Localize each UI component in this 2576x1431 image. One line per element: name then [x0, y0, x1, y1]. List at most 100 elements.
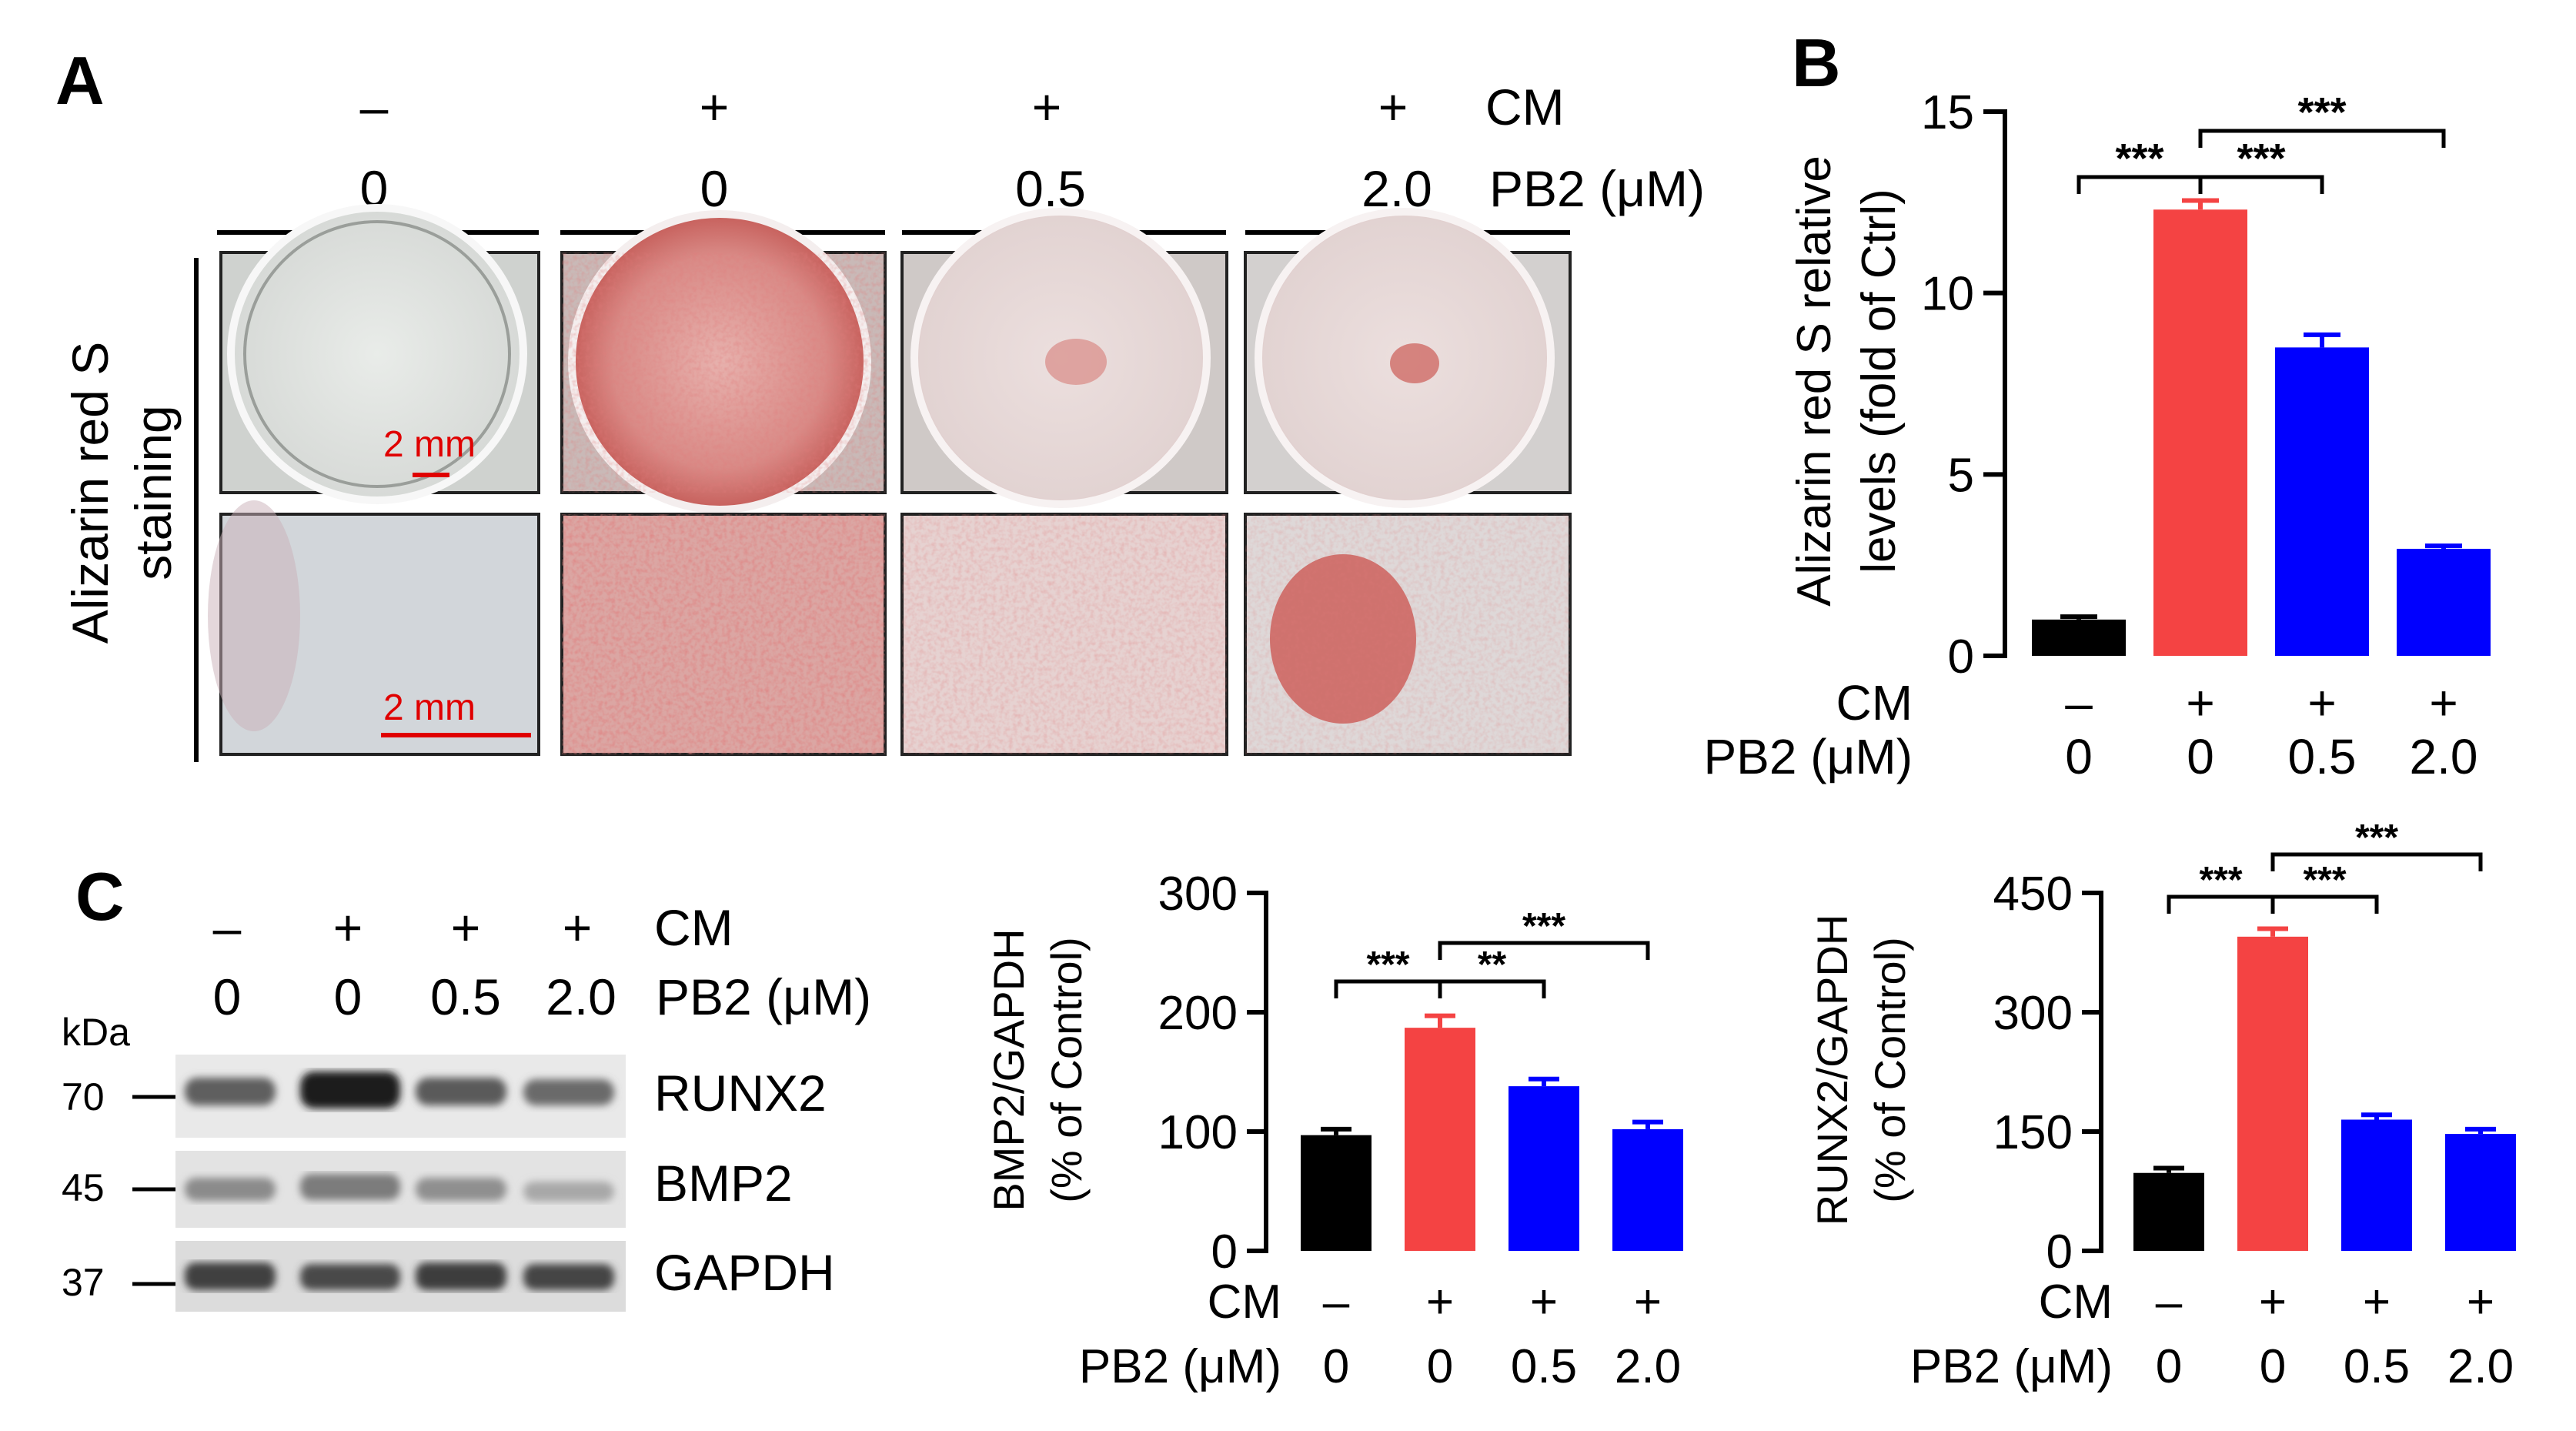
cm-row-value: +: [1634, 1276, 1662, 1329]
y-axis-label: (% of Control): [1866, 937, 1914, 1202]
bar: [2153, 209, 2247, 656]
panel-a-pb2-value: 0: [700, 160, 729, 217]
micrograph-3: [900, 513, 1228, 756]
panel-letter-a: A: [55, 42, 105, 119]
y-axis-label: RUNX2/GAPDH: [1808, 914, 1856, 1226]
significance-bracket: [1438, 941, 1650, 960]
pb2-row-value: 0.5: [2288, 729, 2357, 784]
cm-row-value: +: [2186, 675, 2214, 731]
significance-bracket: [2270, 852, 2483, 871]
cm-row-value: –: [1323, 1276, 1350, 1329]
pb2-row-value: 0: [2065, 729, 2093, 784]
significance-stars: ***: [2297, 89, 2346, 135]
panel-a-cm-value: +: [1378, 79, 1408, 135]
dish-photo-1: [219, 204, 540, 504]
micrograph-2: [560, 513, 887, 756]
pb2-row-value: 0: [2187, 729, 2214, 784]
blot-cm-row: – + + + CM: [213, 899, 733, 956]
blot-marker-label: 45: [62, 1166, 105, 1209]
blot-kda-label: kDa: [62, 1011, 130, 1054]
scale-bar-label-bottom: 2 mm: [383, 687, 476, 728]
bar: [1509, 1086, 1579, 1251]
cm-row-value: –: [2156, 1276, 2183, 1329]
panel-a-cm-value: +: [700, 79, 730, 135]
blot-protein-label: RUNX2: [654, 1065, 827, 1122]
pb2-row-label: PB2 (μM): [1910, 1340, 2113, 1393]
panel-a-cm-label: CM: [1485, 79, 1565, 135]
pb2-row-value: 0: [1427, 1340, 1453, 1393]
pb2-row-value: 0.5: [1511, 1340, 1577, 1393]
pb2-row-value: 0: [2156, 1340, 2182, 1393]
dish-photo-3: [900, 208, 1228, 508]
panel-a-pb2-value: 2.0: [1362, 160, 1432, 217]
panel-a-row-label: Alizarin red S: [62, 342, 119, 644]
blot-protein-label: GAPDH: [654, 1244, 835, 1301]
blot-pb2-label: PB2 (μM): [656, 968, 871, 1025]
bar: [2341, 1119, 2412, 1251]
blot-strip-gapdh: [175, 1241, 626, 1312]
y-tick-label: 300: [1158, 868, 1238, 921]
pb2-row-value: 2.0: [1615, 1340, 1681, 1393]
micrograph-1: [208, 500, 540, 756]
panel-a-pb2-value: 0.5: [1015, 160, 1086, 217]
bar: [2032, 619, 2126, 656]
significance-stars: ***: [2355, 817, 2398, 858]
blot-pb2-value: 0: [334, 968, 363, 1025]
panel-a-cm-value: +: [1032, 79, 1062, 135]
cm-row-value: –: [2065, 675, 2093, 731]
pb2-row-label: PB2 (μM): [1079, 1340, 1281, 1393]
panel-a-cm-row: – + + + CM: [360, 79, 1565, 135]
panel-letter-b: B: [1792, 25, 1841, 101]
cm-row-label: CM: [1208, 1276, 1281, 1329]
cm-row-value: +: [1530, 1276, 1558, 1329]
significance-bracket: [2198, 175, 2324, 194]
blot-cm-value: +: [563, 899, 593, 956]
cm-row-value: +: [2307, 675, 2336, 731]
panel-a-row-label: staining: [125, 405, 182, 580]
scale-bar-label-top: 2 mm: [383, 424, 476, 465]
y-tick-label: 200: [1158, 987, 1238, 1040]
panel-a-pb2-row: 0 0 0.5 2.0 PB2 (μM): [360, 160, 1705, 217]
y-axis-label: BMP2/GAPDH: [984, 928, 1033, 1211]
y-tick-label: 150: [1993, 1106, 2073, 1159]
blot-strip-runx2: [175, 1055, 626, 1138]
significance-stars: ***: [1522, 906, 1565, 947]
y-tick-label: 100: [1158, 1106, 1238, 1159]
panel-letter-c: C: [75, 858, 125, 934]
panel-a-cm-value: –: [360, 79, 389, 135]
chart-B: 0 5 10 15 Alizarin red S relative levels (fol…: [1703, 86, 2491, 784]
bar: [1405, 1028, 1475, 1251]
significance-bracket: [1438, 979, 1546, 998]
blot-marker-label: 37: [62, 1261, 105, 1304]
significance-stars: ***: [2303, 860, 2346, 901]
blot-cm-label: CM: [654, 899, 733, 956]
dish-photo-2: [560, 210, 887, 513]
blot-cm-value: +: [451, 899, 481, 956]
bar: [2445, 1134, 2516, 1251]
blot-pb2-row: 0 0 0.5 2.0 PB2 (μM): [213, 968, 871, 1025]
y-axis-label: Alizarin red S relative: [1788, 155, 1841, 607]
pb2-row-value: 0: [2260, 1340, 2286, 1393]
pb2-row-value: 2.0: [2447, 1340, 2514, 1393]
y-axis-label: levels (fold of Ctrl): [1853, 189, 1906, 573]
panel-a-pb2-label: PB2 (μM): [1489, 160, 1705, 217]
bar: [2275, 347, 2369, 656]
pb2-row-value: 2.0: [2410, 729, 2478, 784]
significance-stars: ***: [1366, 945, 1409, 985]
blot-pb2-value: 0.5: [430, 968, 501, 1025]
cm-row-value: +: [2429, 675, 2457, 731]
chart-C-RUNX2: 0 150 300 450 RUNX2/GAPDH (% of Control) *** **…: [1808, 817, 2516, 1393]
blot-marker-label: 70: [62, 1075, 105, 1118]
pb2-row-value: 0: [1323, 1340, 1349, 1393]
y-tick-label: 450: [1993, 868, 2073, 921]
cm-row-value: +: [2259, 1276, 2287, 1329]
dish-photo-4: [1244, 208, 1572, 508]
cm-row-label: CM: [2039, 1276, 2113, 1329]
y-tick-label: 0: [2046, 1225, 2073, 1279]
bar-charts: 0 5 10 15 Alizarin red S relative levels (fol…: [984, 86, 2516, 1393]
significance-bracket: [2198, 129, 2446, 148]
blot-markers: 70 45 37: [62, 1075, 175, 1304]
y-tick-label: 300: [1993, 987, 2073, 1040]
